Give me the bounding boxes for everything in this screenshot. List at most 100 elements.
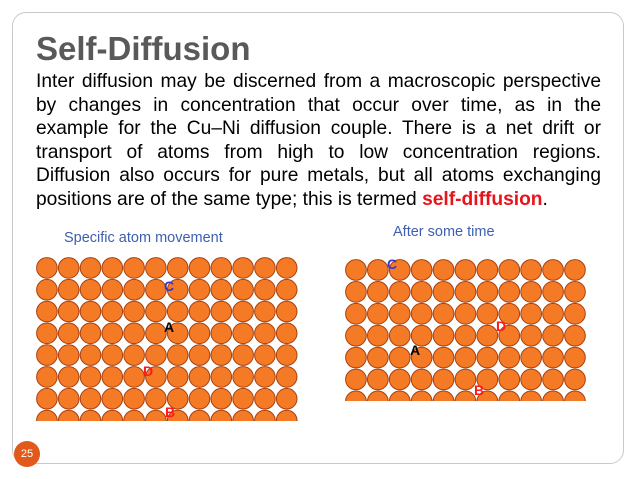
left-lattice-atom: [123, 409, 145, 421]
left-lattice-atom: [166, 344, 189, 366]
right-lattice-atom: [388, 280, 411, 303]
right-lattice-atom: [564, 259, 586, 281]
left-lattice-atom: [36, 409, 58, 421]
left-lattice-atom: [166, 387, 189, 410]
slide-number-badge: 25: [14, 441, 40, 467]
right-lattice-atom: [520, 390, 542, 401]
left-atom-label-a: A: [164, 319, 175, 335]
left-lattice-atom: [79, 409, 102, 421]
right-lattice-atom: [388, 302, 411, 325]
left-lattice-atom: [188, 344, 211, 366]
right-atom-label-c: C: [387, 256, 398, 272]
right-lattice-atom: [454, 346, 477, 369]
self-diffusion-keyword: self-diffusion: [422, 188, 543, 210]
left-lattice-atom: [36, 344, 58, 366]
right-lattice-atom: [410, 280, 433, 303]
left-lattice-atom: [232, 257, 254, 279]
right-lattice-atom: [542, 346, 564, 369]
left-lattice-atom: [254, 344, 276, 366]
left-lattice-atom: [166, 322, 189, 345]
left-lattice-atom: [188, 322, 211, 345]
left-lattice-atom: [101, 300, 124, 323]
left-lattice-atom: [123, 278, 145, 301]
left-lattice-atom: [145, 322, 167, 345]
right-lattice-atom: [388, 368, 411, 391]
left-lattice-atom: [275, 344, 298, 366]
right-lattice-atom: [345, 302, 367, 325]
right-atom-label-d: D: [496, 318, 507, 334]
left-lattice-atom: [188, 257, 211, 279]
left-lattice-atom: [232, 300, 254, 323]
left-lattice-atom: [79, 300, 102, 323]
left-lattice-atom: [79, 257, 102, 279]
left-lattice-atom: [57, 387, 80, 410]
left-lattice-atom: [254, 278, 276, 301]
left-lattice-atom: [123, 322, 145, 345]
right-lattice-atom: [476, 390, 499, 401]
left-lattice-atom: [101, 387, 124, 410]
body-main-text: Inter diffusion may be discerned from a …: [36, 71, 601, 210]
right-lattice-atom: [542, 324, 564, 347]
left-lattice-atom: [210, 322, 233, 345]
left-lattice-atom: [166, 257, 189, 279]
right-lattice-atom: [410, 346, 433, 369]
right-lattice-atom: [454, 302, 477, 325]
left-lattice-atom: [36, 387, 58, 410]
caption-after-some-time: After some time: [393, 224, 495, 240]
right-lattice-atom: [366, 302, 389, 325]
left-atom-label-c: C: [164, 278, 175, 294]
slide-title: Self-Diffusion: [36, 30, 251, 67]
right-lattice-atom: [564, 324, 586, 347]
right-lattice-atom: [498, 259, 521, 281]
left-lattice-atom: [79, 387, 102, 410]
body-text: Inter diffusion may be discerned from a …: [36, 70, 601, 212]
right-lattice-atom: [520, 368, 542, 391]
right-lattice-atom: [432, 259, 455, 281]
left-lattice-atom: [275, 322, 298, 345]
left-lattice-atom: [166, 300, 189, 323]
right-lattice-atom: [367, 390, 389, 401]
right-lattice-atom: [564, 368, 586, 391]
left-lattice-atom: [145, 409, 167, 421]
lattice-left: [36, 257, 298, 421]
right-lattice-atom: [432, 302, 455, 325]
left-lattice-atom: [123, 366, 145, 388]
left-lattice-atom: [188, 278, 211, 301]
left-lattice-atom: [275, 300, 298, 323]
left-lattice-atom: [101, 366, 124, 388]
left-lattice-atom: [275, 278, 298, 301]
left-lattice-atom: [275, 387, 298, 410]
right-lattice-atom: [345, 346, 367, 369]
left-lattice-atom: [36, 278, 58, 301]
right-lattice-atom: [498, 280, 521, 303]
left-lattice-atom: [79, 278, 102, 301]
right-lattice-atom: [410, 259, 433, 281]
right-lattice-atom: [498, 302, 521, 325]
left-lattice-atom: [101, 278, 124, 301]
left-lattice-atom: [101, 344, 124, 366]
left-lattice-atom: [36, 257, 58, 279]
left-lattice-atom: [101, 257, 124, 279]
left-lattice-atom: [57, 366, 80, 388]
right-lattice-atom: [366, 368, 389, 391]
left-lattice-atom: [57, 409, 80, 421]
left-lattice-atom: [275, 257, 298, 279]
right-lattice-atom: [366, 324, 389, 347]
right-lattice-atom: [564, 390, 586, 401]
right-lattice-atom: [345, 390, 367, 401]
right-lattice-atom: [454, 259, 477, 281]
right-lattice-atom: [345, 259, 367, 281]
left-lattice-atom: [275, 366, 298, 388]
body-end-text: .: [542, 188, 548, 210]
right-lattice-atom: [366, 346, 389, 369]
right-lattice-atom: [388, 390, 411, 401]
left-lattice-atom: [232, 366, 254, 388]
left-lattice-atom: [57, 322, 80, 345]
left-lattice-atom: [145, 344, 167, 366]
right-atom-label-b: B: [474, 382, 485, 398]
right-lattice-atom: [520, 346, 542, 369]
right-lattice-atom: [520, 324, 542, 347]
right-lattice-atom: [476, 346, 499, 369]
right-lattice-atom: [542, 302, 564, 325]
left-lattice-atom: [210, 257, 233, 279]
